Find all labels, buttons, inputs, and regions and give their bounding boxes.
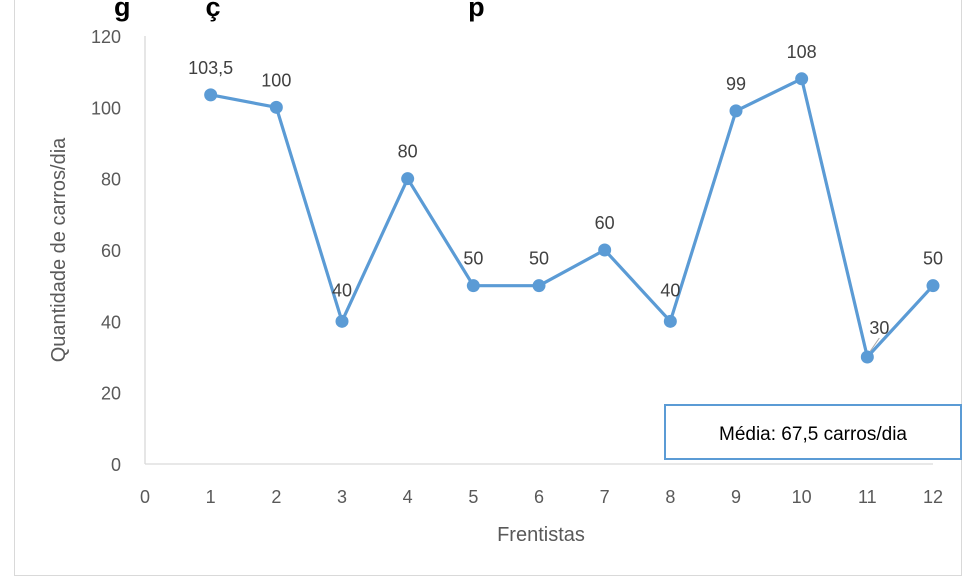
data-label: 50: [463, 249, 483, 269]
mean-annotation-text: Média: 67,5 carros/dia: [719, 424, 907, 445]
x-tick-label: 8: [665, 487, 675, 507]
data-point: [598, 243, 612, 257]
y-tick-label: 100: [91, 98, 121, 118]
label-leader-line: [869, 337, 880, 352]
x-tick-label: 9: [731, 487, 741, 507]
data-point: [663, 314, 677, 328]
data-point: [926, 279, 940, 293]
x-axis-title: Frentistas: [497, 524, 585, 546]
x-tick-label: 12: [923, 487, 943, 507]
series-plot: [204, 72, 940, 364]
y-tick-label: 60: [101, 241, 121, 261]
data-point: [729, 104, 743, 118]
mean-annotation-box: [664, 404, 962, 460]
data-label: 40: [332, 280, 352, 300]
data-point: [401, 172, 415, 186]
data-label: 99: [726, 74, 746, 94]
y-tick-labels: 0 20 40 60 80 100 120: [91, 27, 121, 475]
series-line: [210, 77, 935, 359]
y-axis-title: Quantidade de carros/dia: [48, 137, 70, 362]
x-tick-label: 1: [206, 487, 216, 507]
data-point: [532, 279, 546, 293]
data-label: 40: [660, 280, 680, 300]
x-tick-label: 10: [792, 487, 812, 507]
data-point: [204, 88, 218, 102]
x-tick-label: 5: [468, 487, 478, 507]
data-point: [860, 350, 874, 364]
y-tick-label: 40: [101, 312, 121, 332]
data-label: 50: [923, 249, 943, 269]
data-labels: 103,5 100 40 80 50 50 60 40 99 108 30 50: [188, 42, 943, 352]
x-tick-label: 3: [337, 487, 347, 507]
data-label: 30: [869, 318, 889, 338]
data-point: [269, 100, 283, 114]
data-point: [466, 279, 480, 293]
x-tick-label: 4: [403, 487, 413, 507]
mean-annotation: Média: 67,5 carros/dia: [664, 404, 962, 460]
x-tick-label: 7: [600, 487, 610, 507]
y-tick-label: 80: [101, 170, 121, 190]
data-label: 108: [787, 42, 817, 62]
data-label: 100: [261, 70, 291, 90]
y-tick-label: 0: [111, 455, 121, 475]
data-label: 103,5: [188, 58, 233, 78]
y-tick-label: 20: [101, 384, 121, 404]
chart-frame: g ç p 0 20 40 60 80 100 120 0 1 2 3 4 5 6 7 8 9 10 11 12 1…: [14, 0, 962, 576]
y-tick-label: 120: [91, 27, 121, 47]
x-tick-label: 0: [140, 487, 150, 507]
data-point: [335, 314, 349, 328]
x-tick-labels: 0 1 2 3 4 5 6 7 8 9 10 11 12: [140, 487, 943, 507]
data-label: 50: [529, 249, 549, 269]
data-label: 60: [595, 213, 615, 233]
data-point: [795, 72, 809, 86]
data-label: 80: [398, 142, 418, 162]
x-tick-label: 6: [534, 487, 544, 507]
x-tick-label: 11: [858, 487, 877, 507]
chart-title: g ç p: [114, 0, 485, 22]
x-tick-label: 2: [271, 487, 281, 507]
